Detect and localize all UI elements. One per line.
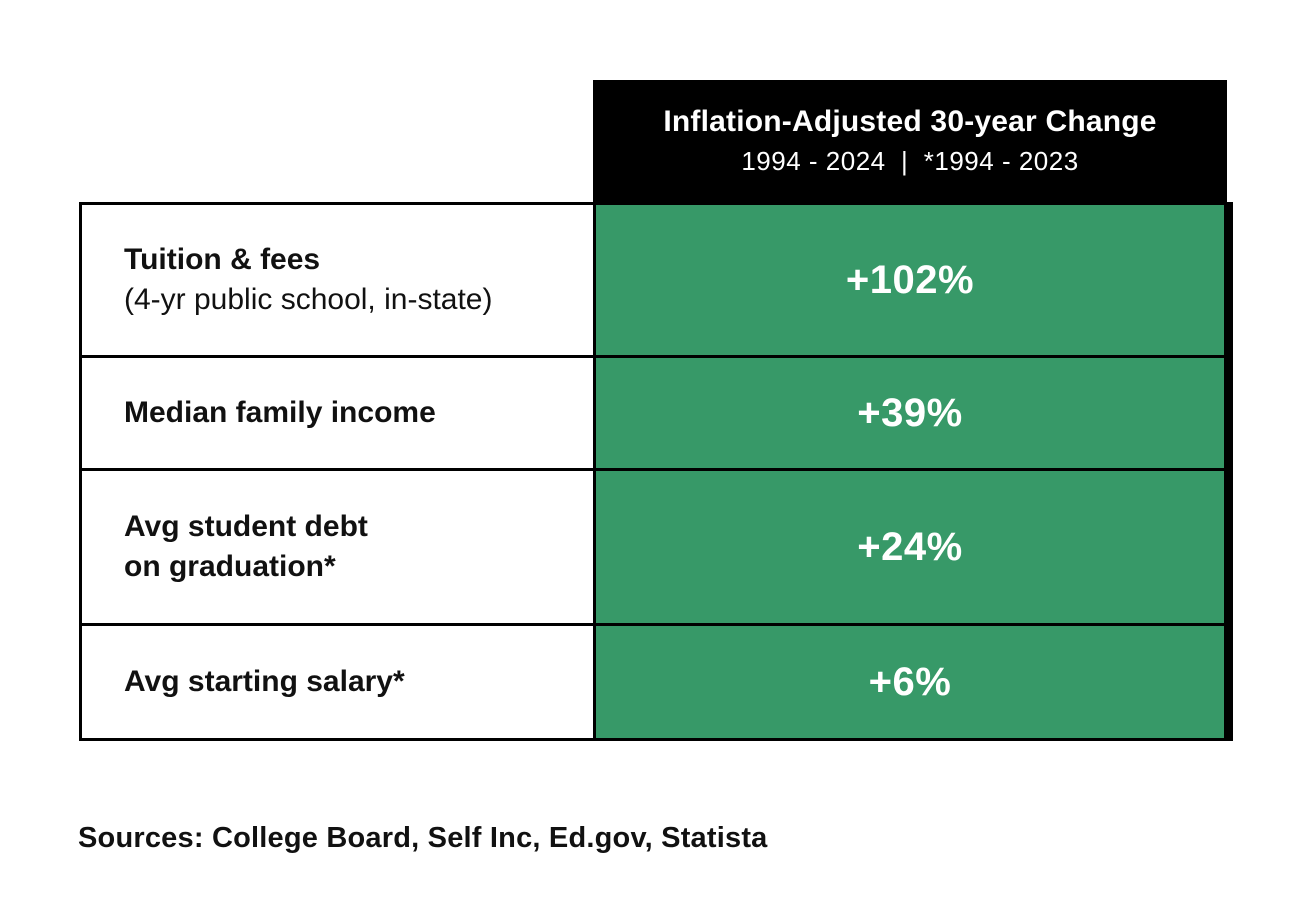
row-label-tuition-fees: Tuition & fees (4-yr public school, in-s… bbox=[82, 205, 593, 355]
data-table: Tuition & fees (4-yr public school, in-s… bbox=[79, 202, 1233, 741]
row-label-tuition-fees-line1: Tuition & fees bbox=[124, 243, 321, 277]
row-value-avg-starting-salary: +6% bbox=[596, 626, 1224, 738]
row-label-avg-starting-salary: Avg starting salary* bbox=[82, 626, 593, 738]
row-value-median-family-income: +39% bbox=[596, 358, 1224, 468]
row-value-tuition-fees: +102% bbox=[596, 205, 1224, 355]
row-label-tuition-fees-line2: (4-yr public school, in-state) bbox=[124, 283, 493, 316]
table-header-title: Inflation-Adjusted 30-year Change bbox=[663, 105, 1157, 138]
sources-note: Sources: College Board, Self Inc, Ed.gov… bbox=[78, 822, 768, 854]
row-label-avg-student-debt-line1: Avg student debt bbox=[124, 510, 368, 544]
row-label-avg-starting-salary-line1: Avg starting salary* bbox=[124, 665, 405, 699]
row-label-median-family-income: Median family income bbox=[82, 358, 593, 468]
row-label-avg-student-debt-line2: on graduation* bbox=[124, 550, 336, 583]
row-label-median-family-income-line1: Median family income bbox=[124, 396, 436, 430]
row-label-avg-student-debt: Avg student debt on graduation* bbox=[82, 471, 593, 623]
table-header-subtitle: 1994 - 2024 | *1994 - 2023 bbox=[741, 146, 1079, 176]
row-value-avg-student-debt: +24% bbox=[596, 471, 1224, 623]
table-header: Inflation-Adjusted 30-year Change 1994 -… bbox=[593, 80, 1227, 202]
